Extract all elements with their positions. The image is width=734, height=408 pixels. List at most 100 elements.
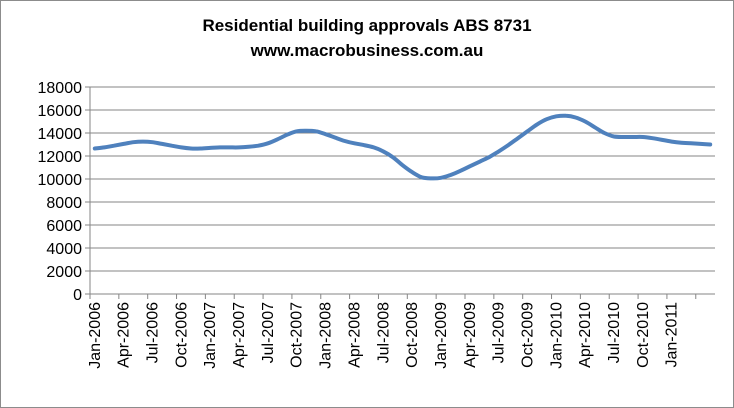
data-point xyxy=(488,156,490,158)
x-tick-label: Apr-2008 xyxy=(346,302,363,368)
x-tick-label: Jan-2007 xyxy=(202,302,219,369)
data-point xyxy=(709,144,711,145)
gridlines xyxy=(90,86,715,272)
data-point xyxy=(103,146,105,148)
data-point xyxy=(296,130,298,132)
data-point xyxy=(152,141,153,143)
data-point xyxy=(209,147,211,149)
x-tick-label: Jul-2007 xyxy=(260,302,277,363)
data-point xyxy=(238,146,240,148)
y-tick-label: 16000 xyxy=(38,103,83,120)
data-point xyxy=(353,142,355,144)
data-point xyxy=(671,141,673,143)
data-point xyxy=(430,177,432,179)
y-axis-tick-labels: 0 2000 4000 6000 8000 10000 12000 14000 16000 180… xyxy=(38,80,83,304)
x-tick-label: Jul-2006 xyxy=(145,302,162,363)
data-point xyxy=(603,132,605,134)
y-tick-label: 10000 xyxy=(38,172,83,189)
chart-title: Residential building approvals ABS 8731 xyxy=(202,16,532,35)
data-point xyxy=(344,140,346,142)
x-tick-label: Jan-2010 xyxy=(548,302,565,369)
x-tick-label: Jan-2009 xyxy=(433,302,450,369)
data-point xyxy=(392,156,394,158)
data-point xyxy=(305,130,307,132)
data-point xyxy=(700,143,702,145)
x-tick-label: Oct-2008 xyxy=(404,302,421,368)
data-point xyxy=(325,133,327,135)
x-tick-label: Jan-2011 xyxy=(664,302,681,368)
data-point xyxy=(690,142,692,144)
data-point xyxy=(363,144,365,146)
data-point xyxy=(334,137,336,139)
data-point xyxy=(248,146,250,148)
y-tick-label: 4000 xyxy=(46,241,82,258)
data-point xyxy=(680,142,682,144)
data-point xyxy=(228,146,230,148)
data-point xyxy=(575,117,577,118)
data-point xyxy=(171,145,173,147)
data-point xyxy=(536,123,538,125)
data-point xyxy=(440,177,442,179)
data-point xyxy=(450,174,452,176)
data-point xyxy=(142,141,144,143)
data-point xyxy=(642,136,644,138)
series-layer xyxy=(92,113,713,181)
x-tick-label: Apr-2010 xyxy=(577,302,594,368)
data-point xyxy=(594,126,596,128)
data-point xyxy=(286,134,288,136)
data-point xyxy=(613,136,615,137)
x-axis-tick-labels: Jan-2006 Apr-2006 Jul-2006 Oct-2006 Jan-2007… xyxy=(87,302,681,369)
data-point xyxy=(661,139,663,141)
data-point xyxy=(507,144,509,146)
data-point xyxy=(469,165,471,167)
data-point xyxy=(257,145,259,147)
data-point xyxy=(315,130,317,132)
data-point xyxy=(478,161,480,163)
y-tick-label: 0 xyxy=(73,287,82,304)
data-point xyxy=(652,137,653,139)
data-point xyxy=(498,150,500,152)
data-point xyxy=(632,136,634,138)
data-point xyxy=(180,146,182,148)
x-tick-label: Apr-2009 xyxy=(462,302,479,368)
series-line xyxy=(92,113,713,181)
x-tick-label: Apr-2007 xyxy=(231,302,248,368)
y-tick-label: 6000 xyxy=(46,218,82,235)
data-point xyxy=(190,148,192,149)
y-tick-label: 12000 xyxy=(38,149,83,166)
chart-subtitle: www.macrobusiness.com.au xyxy=(250,41,484,60)
data-point xyxy=(373,146,375,148)
data-point xyxy=(219,146,221,148)
data-point xyxy=(546,118,548,120)
x-tick-label: Jul-2009 xyxy=(491,302,508,363)
data-point xyxy=(527,130,528,132)
y-tick-label: 14000 xyxy=(38,126,83,143)
x-tick-label: Oct-2009 xyxy=(520,302,537,368)
y-tick-label: 8000 xyxy=(46,195,82,212)
x-tick-label: Oct-2006 xyxy=(173,302,190,368)
y-tick-label: 18000 xyxy=(38,80,83,97)
data-point xyxy=(123,143,125,145)
data-point xyxy=(459,170,461,172)
data-point xyxy=(565,115,567,117)
x-tick-label: Apr-2006 xyxy=(116,302,133,368)
data-point xyxy=(411,171,413,173)
x-tick-label: Jul-2010 xyxy=(606,302,623,363)
data-point xyxy=(517,137,519,139)
axes xyxy=(85,86,715,299)
x-tick-label: Jan-2008 xyxy=(318,302,335,369)
data-point xyxy=(200,148,202,149)
data-point xyxy=(113,145,115,147)
data-point xyxy=(277,138,278,140)
data-point xyxy=(402,164,403,166)
data-point xyxy=(584,121,586,122)
data-point xyxy=(161,143,163,145)
y-tick-label: 2000 xyxy=(46,264,82,281)
data-point xyxy=(421,176,423,178)
data-point xyxy=(555,115,557,117)
data-point xyxy=(382,150,384,152)
data-point xyxy=(132,141,134,143)
x-tick-label: Jan-2006 xyxy=(87,302,104,369)
